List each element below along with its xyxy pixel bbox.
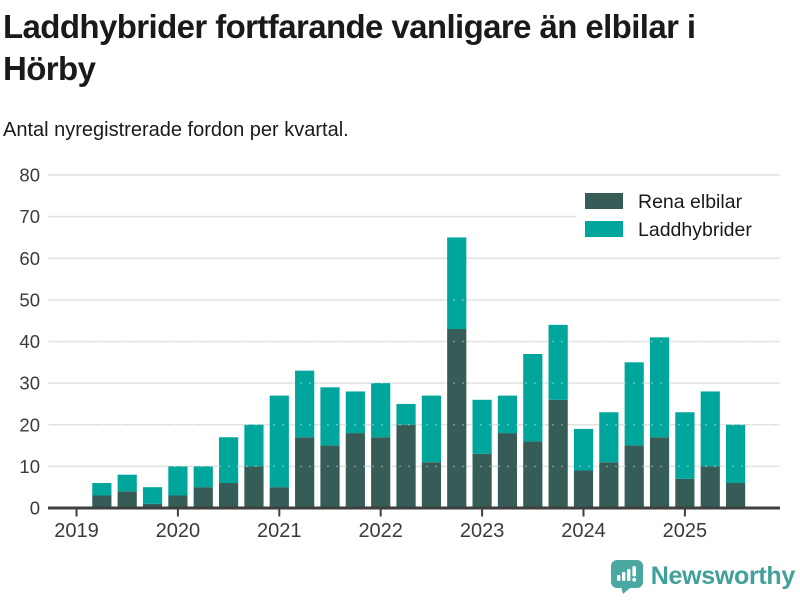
bar-segment-rena-elbilar <box>193 487 213 508</box>
brand-wordmark: Newsworthy <box>650 562 796 590</box>
bar-segment-laddhybrider <box>396 403 416 425</box>
y-axis-tick-label: 20 <box>19 414 40 435</box>
bar-segment-rena-elbilar <box>244 466 264 508</box>
bar-segment-rena-elbilar <box>92 495 112 508</box>
bar-segment-laddhybrider <box>168 466 188 496</box>
bar-segment-laddhybrider <box>726 424 746 484</box>
chart-title-line-2: Hörby <box>3 49 96 87</box>
x-axis-tick <box>379 509 382 517</box>
bar-segment-rena-elbilar <box>371 437 391 508</box>
logo-bars <box>616 566 636 582</box>
x-axis-tick <box>683 509 686 517</box>
bar-segment-laddhybrider <box>624 362 644 446</box>
bar-segment-rena-elbilar <box>497 433 518 508</box>
bar-segment-laddhybrider <box>142 487 163 504</box>
x-axis-year-label: 2025 <box>663 520 708 542</box>
bar-segment-laddhybrider <box>244 424 264 467</box>
y-axis-tick-label: 10 <box>19 456 40 477</box>
bar-segment-laddhybrider <box>548 324 568 400</box>
newsworthy-logo-icon <box>610 560 643 594</box>
stacked-bar-chart: 0 10 20 30 40 50 60 70 80 2019 2020 2021 2022 2023 202… <box>19 165 790 542</box>
bar-segment-rena-elbilar <box>726 483 746 508</box>
x-axis-year-label: 2024 <box>561 520 606 542</box>
x-axis-tick <box>176 509 179 517</box>
bar-segment-laddhybrider <box>295 370 315 438</box>
bar-segment-rena-elbilar <box>168 495 188 508</box>
bar-segment-laddhybrider <box>371 383 391 438</box>
bar-segment-rena-elbilar <box>219 483 239 508</box>
bar-segment-rena-elbilar <box>447 329 467 508</box>
bar-segment-laddhybrider <box>649 337 670 438</box>
bar-segment-rena-elbilar <box>421 462 441 508</box>
bar-segment-laddhybrider <box>320 387 340 446</box>
chart-title: Laddhybrider fortfarande vanligare än el… <box>3 6 795 89</box>
bar-segment-laddhybrider <box>700 391 720 467</box>
x-axis-year-label: 2019 <box>54 520 99 542</box>
bar-segment-laddhybrider <box>472 399 492 454</box>
bar-segment-rena-elbilar <box>523 441 543 508</box>
y-axis-tick-label: 70 <box>19 206 40 227</box>
y-axis-tick-label: 50 <box>19 289 40 310</box>
legend-label: Rena elbilar <box>638 191 743 213</box>
bar-segment-laddhybrider <box>599 412 619 463</box>
legend-swatch <box>585 193 623 209</box>
bar-segment-rena-elbilar <box>472 453 492 508</box>
chart-subtitle: Antal nyregistrerade fordon per kvartal. <box>3 119 349 141</box>
legend-label: Laddhybrider <box>638 219 752 241</box>
bar-segment-laddhybrider <box>117 474 137 492</box>
bar-segment-laddhybrider <box>345 391 365 434</box>
bar-segment-laddhybrider <box>675 412 695 479</box>
x-axis-line <box>48 506 780 510</box>
bar-segment-rena-elbilar <box>624 445 644 508</box>
bar-segment-rena-elbilar <box>295 437 315 508</box>
x-axis-year-label: 2022 <box>358 520 403 542</box>
bar-segment-rena-elbilar <box>320 445 340 508</box>
y-axis-tick-label: 80 <box>19 165 40 186</box>
bar-segment-rena-elbilar <box>345 433 365 508</box>
bar-segment-rena-elbilar <box>649 437 670 508</box>
bar-segment-rena-elbilar <box>548 399 568 508</box>
bar-segment-laddhybrider <box>447 237 467 330</box>
x-axis-tick <box>75 509 78 517</box>
y-axis-tick-label: 60 <box>19 248 40 269</box>
bar-segment-laddhybrider <box>92 483 112 496</box>
legend-swatch <box>585 221 623 237</box>
bar-segment-rena-elbilar <box>117 491 137 508</box>
x-axis-year-label: 2020 <box>156 520 201 542</box>
chart-title-line-1: Laddhybrider fortfarande vanligare än el… <box>3 8 696 45</box>
bar-segment-laddhybrider <box>573 428 594 471</box>
bar-segment-laddhybrider <box>523 353 543 442</box>
bar-segment-rena-elbilar <box>269 487 289 508</box>
y-axis-tick-label: 40 <box>19 331 40 352</box>
x-axis-tick <box>278 509 281 517</box>
x-axis-tick <box>481 509 484 517</box>
bar-segment-rena-elbilar <box>142 503 163 508</box>
bar-segment-rena-elbilar <box>573 470 594 508</box>
x-axis-tick <box>582 509 585 517</box>
bar-segment-laddhybrider <box>269 395 289 488</box>
bar-segment-laddhybrider <box>421 395 441 463</box>
bar-segment-laddhybrider <box>219 437 239 484</box>
x-axis-year-label: 2023 <box>460 520 505 542</box>
bar-segment-rena-elbilar <box>675 478 695 508</box>
bar-segment-laddhybrider <box>497 395 518 434</box>
bar-segment-rena-elbilar <box>700 466 720 508</box>
x-axis-year-label: 2021 <box>257 520 302 542</box>
bar-segment-rena-elbilar <box>396 424 416 508</box>
bar-segment-laddhybrider <box>193 466 213 488</box>
bar-segment-rena-elbilar <box>599 462 619 508</box>
y-axis-tick-label: 30 <box>19 373 40 394</box>
brand-footer: Newsworthy <box>610 559 795 594</box>
y-axis-tick-label: 0 <box>30 498 40 519</box>
